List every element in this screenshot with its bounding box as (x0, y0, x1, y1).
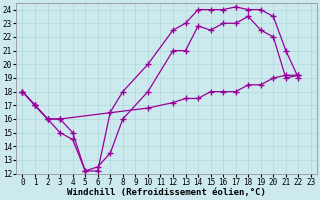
X-axis label: Windchill (Refroidissement éolien,°C): Windchill (Refroidissement éolien,°C) (67, 188, 266, 197)
